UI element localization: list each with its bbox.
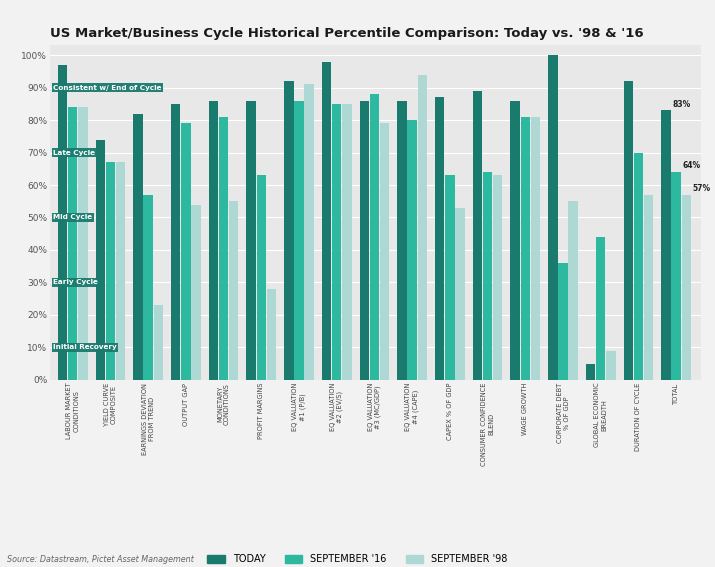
Bar — [267, 289, 276, 380]
Bar — [483, 172, 493, 380]
Bar — [229, 201, 239, 380]
Bar — [133, 113, 143, 380]
Bar — [661, 111, 671, 380]
Text: Mid Cycle: Mid Cycle — [54, 214, 92, 221]
Text: Source: Datastream, Pictet Asset Management: Source: Datastream, Pictet Asset Managem… — [7, 555, 194, 564]
Bar — [493, 175, 503, 380]
Bar — [58, 65, 67, 380]
Text: US Market/Business Cycle Historical Percentile Comparison: Today vs. '98 & '16: US Market/Business Cycle Historical Perc… — [50, 27, 644, 40]
Bar — [284, 81, 294, 380]
Bar — [473, 91, 482, 380]
Bar — [586, 363, 596, 380]
Bar — [511, 100, 520, 380]
Bar — [548, 55, 558, 380]
Bar — [295, 100, 304, 380]
Bar — [681, 194, 691, 380]
Bar — [380, 123, 390, 380]
Bar — [521, 117, 530, 380]
Text: 64%: 64% — [683, 162, 701, 171]
Bar — [219, 117, 228, 380]
Bar — [370, 94, 379, 380]
Bar — [596, 237, 606, 380]
Bar — [633, 153, 644, 380]
Bar — [247, 100, 256, 380]
Bar — [606, 350, 616, 380]
Bar — [171, 104, 180, 380]
Text: Consistent w/ End of Cycle: Consistent w/ End of Cycle — [54, 84, 162, 91]
Bar — [644, 194, 654, 380]
Bar — [154, 305, 163, 380]
Bar — [144, 194, 153, 380]
Bar — [209, 100, 218, 380]
Bar — [96, 139, 105, 380]
Bar — [455, 208, 465, 380]
Bar — [435, 98, 445, 380]
Text: Early Cycle: Early Cycle — [54, 280, 98, 285]
Text: Initial Recovery: Initial Recovery — [54, 344, 117, 350]
Bar — [322, 62, 331, 380]
Bar — [181, 123, 191, 380]
Text: Late Cycle: Late Cycle — [54, 150, 95, 155]
Bar — [408, 120, 417, 380]
Bar — [106, 162, 115, 380]
Bar — [342, 104, 352, 380]
Bar — [531, 117, 541, 380]
Bar — [418, 75, 427, 380]
Bar — [78, 107, 87, 380]
Text: 83%: 83% — [673, 100, 691, 109]
Bar — [68, 107, 77, 380]
Text: 57%: 57% — [693, 184, 711, 193]
Bar — [568, 201, 578, 380]
Bar — [305, 84, 314, 380]
Bar — [332, 104, 342, 380]
Bar — [671, 172, 681, 380]
Bar — [558, 263, 568, 380]
Bar — [116, 162, 125, 380]
Bar — [445, 175, 455, 380]
Bar — [360, 100, 369, 380]
Legend: TODAY, SEPTEMBER '16, SEPTEMBER '98: TODAY, SEPTEMBER '16, SEPTEMBER '98 — [204, 550, 511, 567]
Bar — [257, 175, 266, 380]
Bar — [192, 205, 201, 380]
Bar — [398, 100, 407, 380]
Bar — [623, 81, 633, 380]
